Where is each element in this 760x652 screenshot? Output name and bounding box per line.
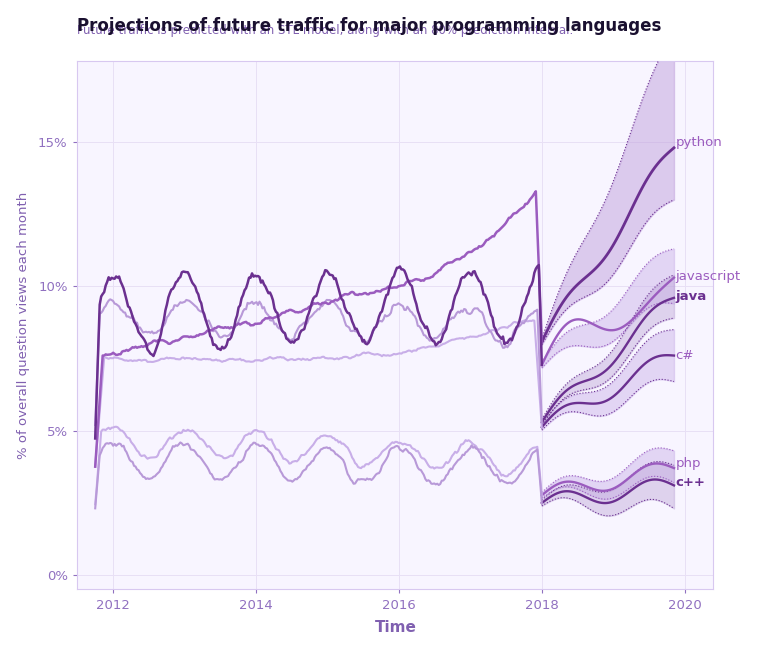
Text: c++: c++ xyxy=(676,476,705,489)
Text: javascript: javascript xyxy=(676,270,740,283)
Text: Projections of future traffic for major programming languages: Projections of future traffic for major … xyxy=(78,17,662,35)
X-axis label: Time: Time xyxy=(375,620,416,635)
Text: php: php xyxy=(676,457,701,470)
Text: java: java xyxy=(676,290,707,303)
Text: python: python xyxy=(676,136,722,149)
Y-axis label: % of overall question views each month: % of overall question views each month xyxy=(17,192,30,459)
Text: Future traffic is predicted with an STL model, along with an 80% prediction inte: Future traffic is predicted with an STL … xyxy=(78,25,574,37)
Text: c#: c# xyxy=(676,349,694,362)
